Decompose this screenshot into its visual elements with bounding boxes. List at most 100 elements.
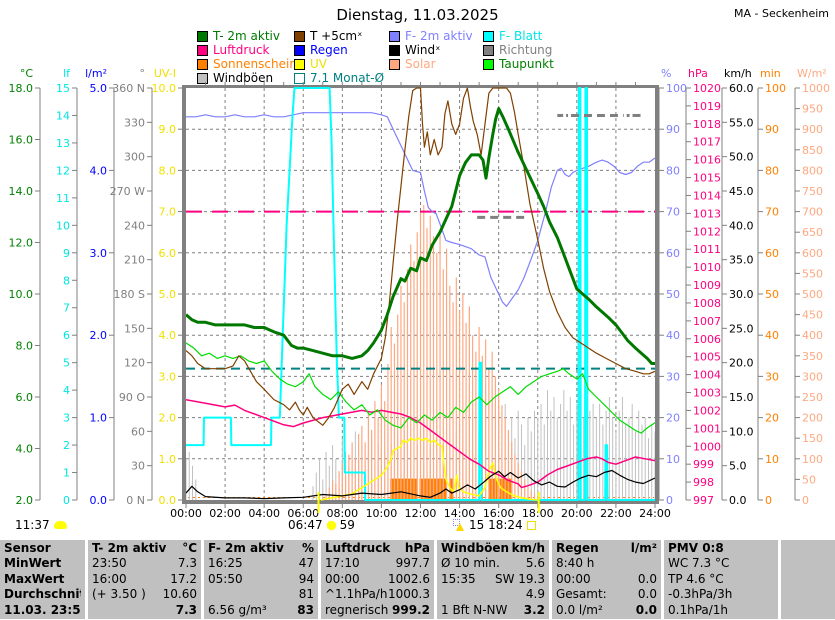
legend-swatch-icon [294,30,305,42]
legend-item: Richtung [483,43,573,57]
series-dewpoint [186,342,655,434]
table-cell-row: Gesamt: 0.0 [556,587,657,602]
series-uv-index [320,437,538,501]
svg-text:9: 9 [63,247,70,260]
legend-label: Windˣ [405,43,441,57]
legend-item: Luftdruck [197,43,294,57]
svg-text:8: 8 [63,274,70,287]
svg-text:1011: 1011 [693,243,721,256]
legend-label: T- 2m aktiv [213,29,280,43]
legend-label: Luftdruck [213,43,270,57]
table-cell-row: 00:00 1002.6 [325,571,430,586]
svg-text:11: 11 [56,192,70,205]
svg-text:998: 998 [693,476,714,489]
legend-swatch-icon [294,44,305,56]
svg-text:3.0: 3.0 [159,370,177,383]
svg-text:1003: 1003 [693,387,721,400]
svg-text:10: 10 [765,453,779,466]
legend-item: UV [294,57,389,71]
page-title: Dienstag, 11.03.2025 [336,6,499,24]
svg-text:18.0: 18.0 [9,82,34,95]
svg-text:150: 150 [124,322,145,335]
svg-text:15: 15 [56,82,70,95]
svg-text:100: 100 [802,453,823,466]
svg-text:7: 7 [63,302,70,315]
svg-text:330: 330 [124,116,145,129]
svg-text:6: 6 [63,329,70,342]
svg-text:0.0: 0.0 [159,494,177,507]
svg-text:850: 850 [802,144,823,157]
station-name: MA - Seckenheim [733,7,829,20]
svg-text:100: 100 [666,82,687,95]
svg-text:240: 240 [124,219,145,232]
svg-text:1.0: 1.0 [159,453,177,466]
svg-text:60: 60 [131,425,145,438]
svg-text:0: 0 [802,494,809,507]
legend-column: F- Blatt Richtung Taupunkt [483,29,573,85]
svg-text:80: 80 [666,164,680,177]
svg-text:50: 50 [666,288,680,301]
series-solar [322,205,545,500]
axis-°: 360 N 330 300 270 W 240 210 180 S 150 120 90 O 60 3… [110,67,153,507]
table-cell-row: Ø 10 min. 5.6 [441,556,545,571]
axis-hPa: 1020 1019 1018 1017 1016 1015 1014 1013 1012 1011… [685,67,721,507]
table-group-f-2m-aktiv: F- 2m aktiv% 16:25 47 05:50 94 81 6.56 g/m³ 83 [204,540,318,619]
table-cell-row: 05:50 94 [208,571,314,586]
svg-text:1017: 1017 [693,136,721,149]
svg-text:50.0: 50.0 [729,151,754,164]
svg-text:250: 250 [802,391,823,404]
table-cell-row: 16:00 17.2 [92,571,197,586]
table-empty-cell [781,540,835,619]
svg-text:2.0: 2.0 [16,494,34,507]
svg-text:20: 20 [765,412,779,425]
svg-text:180 S: 180 S [114,288,145,301]
svg-text:1.0: 1.0 [90,412,108,425]
table-cell-row: 7.3 [175,602,197,617]
series-pressure [186,398,655,489]
svg-text:30: 30 [666,370,680,383]
svg-text:2.0: 2.0 [90,329,108,342]
axis-l/m²: 5.0 4.0 3.0 2.0 1.0 0.0 l/m² [85,67,115,507]
svg-text:30: 30 [765,370,779,383]
svg-text:150: 150 [802,432,823,445]
svg-text:0: 0 [63,494,70,507]
legend-label: Solar [405,57,436,71]
plot-border-left [182,85,186,504]
sun-icon [326,520,336,530]
svg-text:900: 900 [802,123,823,136]
table-cell-row: TP 4.6 °C [668,571,724,586]
svg-text:1000: 1000 [802,82,830,95]
svg-text:1010: 1010 [693,261,721,274]
table-group-pmv-0-8: PMV 0:8 WC 7.3 °C TP 4.6 °C -0.3hPa/3h 0.1hP… [664,540,778,619]
svg-text:3: 3 [63,412,70,425]
svg-text:8.0: 8.0 [16,340,34,353]
svg-text:10:00: 10:00 [366,507,398,520]
svg-text:55.0: 55.0 [729,116,754,129]
svg-text:12:00: 12:00 [405,507,437,520]
svg-text:50: 50 [765,288,779,301]
svg-text:1013: 1013 [693,207,721,220]
legend-column: T- 2m aktiv Luftdruck Sonnenschein Windböen [197,29,297,85]
table-row-label: Durchschnitt [4,587,81,602]
svg-text:°C: °C [20,67,34,80]
svg-text:950: 950 [802,103,823,116]
svg-text:4: 4 [63,384,70,397]
svg-text:70: 70 [666,206,680,219]
legend-label: Regen [310,43,348,57]
svg-text:13: 13 [56,137,70,150]
legend-item: 7.1 Monat-Ø [294,71,389,85]
table-cell-row: 81 [298,587,314,602]
table-cell-row: WC 7.3 °C [668,556,730,571]
table-group-header: Luftdruck hPa [325,541,430,555]
svg-text:40: 40 [765,329,779,342]
table-cell-row: -0.3hPa/3h [668,587,733,602]
svg-text:4.0: 4.0 [159,329,177,342]
svg-text:200: 200 [802,412,823,425]
table-cell-row: 0.0 l/m² 0.0 [556,602,657,617]
svg-text:2.0: 2.0 [159,412,177,425]
svg-text:1008: 1008 [693,297,721,310]
axis-UV-I: 10.0 9.0 8.0 7.0 6.0 5.0 4.0 3.0 2.0 1.0 0.0 UV-I [152,67,184,507]
plot-border-top [182,85,659,88]
